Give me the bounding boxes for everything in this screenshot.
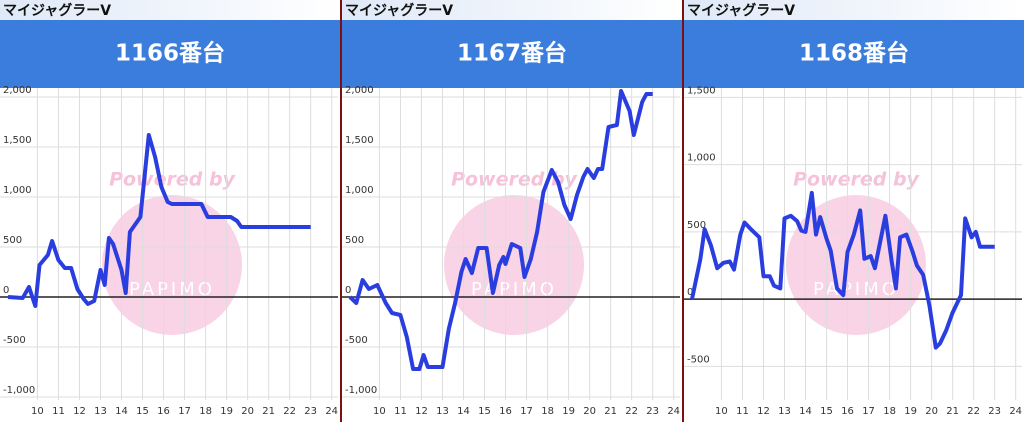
y-tick-label: 1,500 — [3, 135, 32, 146]
x-tick-label: 20 — [241, 406, 254, 417]
x-tick-label: 15 — [136, 406, 149, 417]
x-tick-label: 10 — [373, 406, 386, 417]
machine-name: マイジャグラーV — [687, 2, 795, 19]
x-tick-label: 21 — [604, 406, 617, 417]
x-tick-label: 12 — [73, 406, 86, 417]
x-tick-label: 19 — [562, 406, 575, 417]
x-tick-label: 11 — [394, 406, 407, 417]
y-tick-label: 0 — [345, 285, 351, 296]
x-tick-label: 15 — [820, 406, 833, 417]
y-tick-label: 0 — [3, 285, 9, 296]
x-tick-label: 14 — [457, 406, 470, 417]
chart-title: 1166番台 — [115, 40, 225, 67]
x-tick-label: 20 — [583, 406, 596, 417]
x-tick-label: 19 — [220, 406, 233, 417]
y-tick-label: 500 — [345, 235, 364, 246]
data-line — [7, 133, 311, 308]
y-tick-label: 500 — [687, 220, 706, 231]
data-line — [348, 89, 653, 371]
x-tick-label: 18 — [199, 406, 212, 417]
y-tick-label: 0 — [687, 287, 693, 298]
x-tick-label: 14 — [115, 406, 128, 417]
y-tick-label: 2,000 — [345, 85, 374, 96]
chart-panel: マイジャグラーV 1168番台 Powered by PAPIMO 10 11 12 13 14… — [684, 0, 1024, 422]
title-band — [0, 20, 340, 88]
header-band — [342, 0, 682, 20]
x-tick-label: 19 — [904, 406, 917, 417]
x-tick-label: 18 — [883, 406, 896, 417]
x-tick-label: 23 — [988, 406, 1001, 417]
x-tick-label: 15 — [478, 406, 491, 417]
x-tick-label: 13 — [436, 406, 449, 417]
x-tick-label: 24 — [1009, 406, 1022, 417]
x-tick-label: 24 — [325, 406, 338, 417]
y-tick-label: 500 — [3, 235, 22, 246]
watermark-circle — [444, 195, 584, 335]
y-tick-label: 1,500 — [345, 135, 374, 146]
x-tick-label: 21 — [946, 406, 959, 417]
chart-panel: マイジャグラーV 1166番台 Powered by PAPIMO 10 11 12 13 14… — [0, 0, 340, 422]
y-tick-label: 1,000 — [687, 153, 716, 164]
watermark-logo: PAPIMO — [813, 279, 899, 300]
x-tick-label: 16 — [157, 406, 170, 417]
watermark-circle — [102, 195, 242, 335]
x-tick-label: 10 — [31, 406, 44, 417]
x-tick-label: 12 — [757, 406, 770, 417]
x-tick-label: 10 — [715, 406, 728, 417]
x-tick-label: 16 — [499, 406, 512, 417]
data-line — [690, 190, 995, 350]
x-tick-label: 17 — [520, 406, 533, 417]
x-tick-label: 11 — [52, 406, 65, 417]
title-band — [684, 20, 1024, 88]
watermark-text: Powered by — [109, 169, 236, 191]
x-tick-label: 11 — [736, 406, 749, 417]
chart-title: 1168番台 — [799, 40, 909, 67]
watermark-logo: PAPIMO — [129, 279, 215, 300]
watermark-text: Powered by — [793, 169, 920, 191]
x-tick-label: 17 — [178, 406, 191, 417]
y-tick-label: -500 — [3, 335, 26, 346]
watermark-circle — [786, 195, 926, 335]
y-tick-label: 1,000 — [3, 185, 32, 196]
y-tick-label: -500 — [345, 335, 368, 346]
x-tick-label: 22 — [283, 406, 296, 417]
y-tick-label: 1,500 — [687, 85, 716, 96]
y-tick-label: 1,000 — [345, 185, 374, 196]
header-band — [0, 0, 340, 20]
machine-name: マイジャグラーV — [3, 2, 111, 19]
y-tick-label: -500 — [687, 354, 710, 365]
x-tick-label: 20 — [925, 406, 938, 417]
x-tick-label: 22 — [625, 406, 638, 417]
x-tick-label: 12 — [415, 406, 428, 417]
x-tick-label: 16 — [841, 406, 854, 417]
x-tick-label: 22 — [967, 406, 980, 417]
x-tick-label: 21 — [262, 406, 275, 417]
x-tick-label: 13 — [778, 406, 791, 417]
x-tick-label: 14 — [799, 406, 812, 417]
x-tick-label: 23 — [304, 406, 317, 417]
header-band — [684, 0, 1024, 20]
x-tick-label: 13 — [94, 406, 107, 417]
y-tick-label: -1,000 — [3, 385, 35, 396]
x-tick-label: 23 — [646, 406, 659, 417]
y-tick-label: 2,000 — [3, 85, 32, 96]
x-tick-label: 18 — [541, 406, 554, 417]
x-tick-label: 24 — [667, 406, 680, 417]
y-tick-label: -1,000 — [345, 385, 377, 396]
machine-name: マイジャグラーV — [345, 2, 453, 19]
x-tick-label: 17 — [862, 406, 875, 417]
chart-title: 1167番台 — [457, 40, 567, 67]
title-band — [342, 20, 682, 88]
